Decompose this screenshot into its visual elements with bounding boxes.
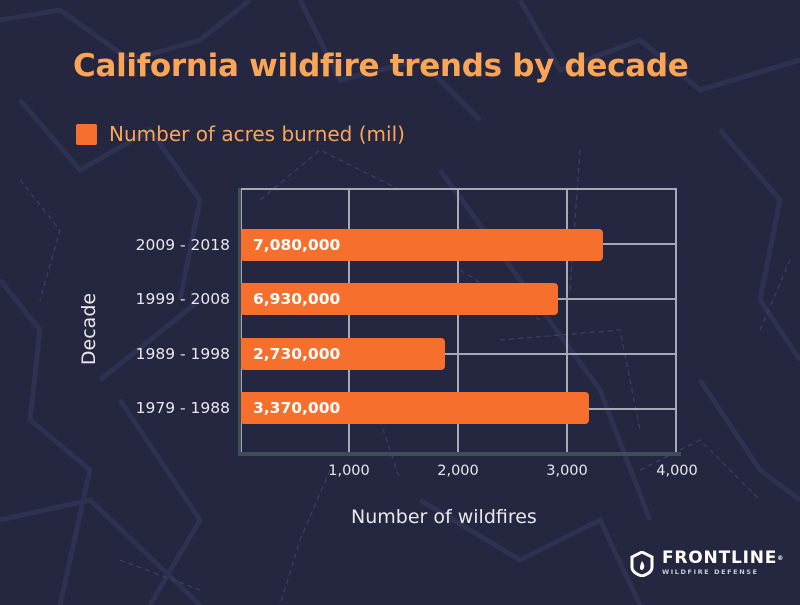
frontline-logo: FRONTLINE® WILDFIRE DEFENSE (630, 550, 784, 577)
category-label: 1999 - 2008 (135, 290, 230, 308)
category-label: 2009 - 2018 (135, 236, 230, 254)
bar-value-label: 3,370,000 (253, 399, 341, 417)
x-tick-label: 4,000 (656, 463, 698, 479)
x-tick-label: 1,000 (328, 463, 370, 479)
bar-1989-1998: 2,730,000 (241, 338, 445, 370)
bar-2009-2018: 7,080,000 (241, 229, 603, 261)
shield-flame-icon (630, 550, 654, 577)
x-axis-title: Number of wildfires (351, 506, 537, 528)
category-label: 1989 - 1998 (135, 345, 230, 363)
bar-1999-2008: 6,930,000 (241, 283, 558, 315)
bar-value-label: 6,930,000 (253, 290, 341, 308)
chart-title: California wildfire trends by decade (73, 48, 689, 84)
legend: Number of acres burned (mil) (76, 122, 405, 146)
grid-line (675, 188, 677, 454)
legend-label: Number of acres burned (mil) (109, 122, 405, 146)
grid-line (457, 188, 459, 454)
plot-area: 7,080,000 6,930,000 2,730,000 3,370,000 (240, 188, 677, 454)
x-tick-label: 3,000 (546, 463, 588, 479)
grid-line (348, 188, 350, 454)
bar-value-label: 7,080,000 (253, 236, 341, 254)
y-axis-title: Decade (78, 292, 100, 366)
grid-line (566, 188, 568, 454)
x-tick-label: 2,000 (437, 463, 479, 479)
category-label: 1979 - 1988 (135, 399, 230, 417)
registered-mark: ® (777, 555, 784, 562)
legend-swatch (76, 123, 97, 145)
grid-line (240, 188, 242, 454)
y-axis-line (238, 188, 241, 456)
bar-value-label: 2,730,000 (253, 345, 341, 363)
logo-wordmark: FRONTLINE (662, 548, 778, 568)
logo-tagline: WILDFIRE DEFENSE (662, 568, 759, 576)
x-axis-line (238, 452, 681, 456)
logo-name: FRONTLINE® (662, 550, 784, 567)
bar-1979-1988: 3,370,000 (241, 392, 589, 424)
